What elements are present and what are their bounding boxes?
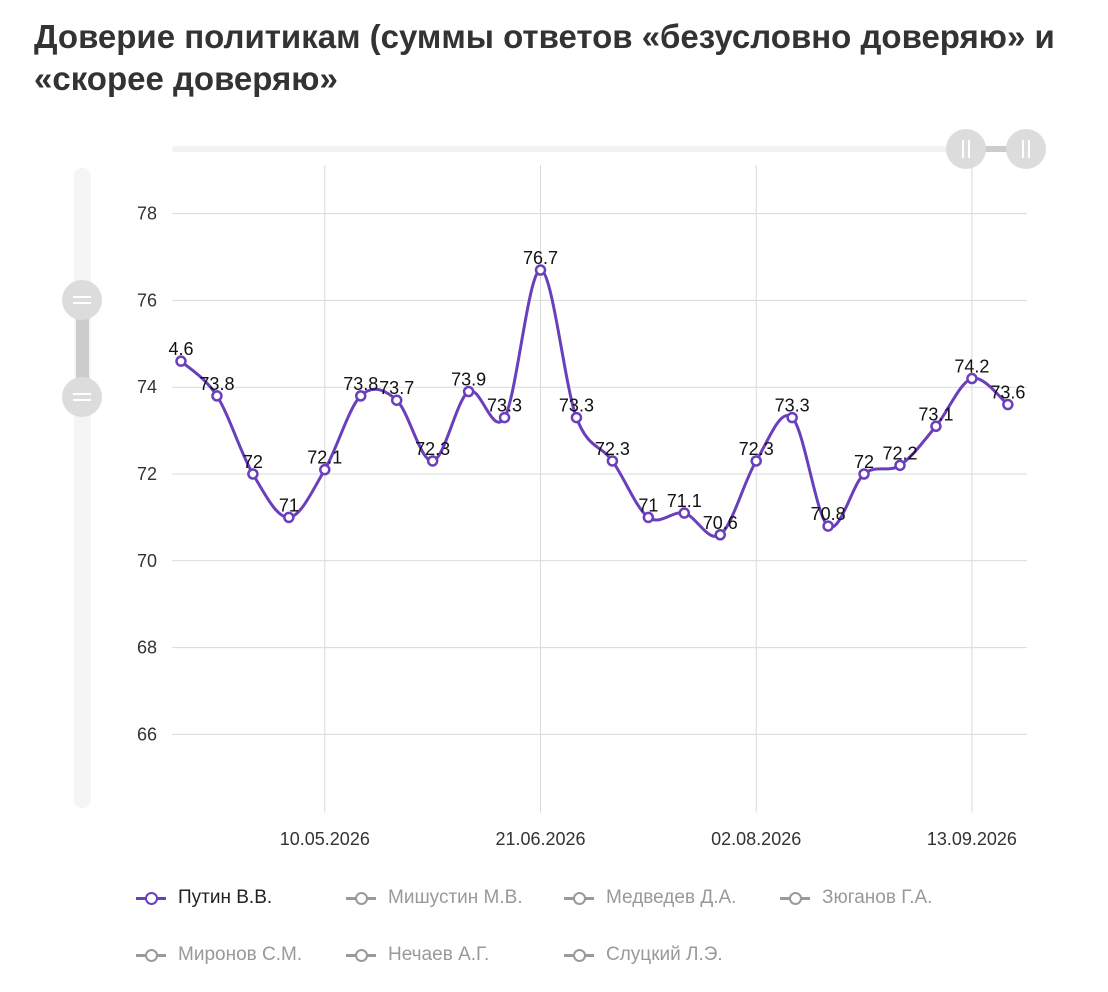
vertical-slider-handle-top[interactable]: [62, 280, 102, 320]
legend-item-zyuganov[interactable]: Зюганов Г.А.: [780, 878, 932, 918]
data-point[interactable]: [390, 394, 403, 406]
legend-marker-icon: [564, 891, 594, 905]
data-label: 4.6: [168, 339, 193, 359]
legend-item-slutsky[interactable]: Слуцкий Л.Э.: [564, 935, 723, 975]
vertical-slider-handle-bottom[interactable]: [62, 377, 102, 417]
data-point[interactable]: [750, 455, 762, 467]
data-label: 72: [243, 452, 263, 472]
vertical-slider-track: [74, 168, 91, 808]
legend-label: Миронов С.М.: [178, 944, 303, 965]
data-label: 70.6: [703, 513, 738, 533]
data-point[interactable]: [498, 411, 511, 424]
data-label: 73.1: [918, 404, 953, 424]
chart-title: Доверие политикам (суммы ответов «безусл…: [34, 18, 1055, 97]
data-label: 74.2: [954, 357, 989, 377]
x-tick-label: 10.05.2026: [280, 829, 370, 849]
legend: Путин В.В. Мишустин М.В. Медведев Д.А. З…: [136, 878, 1036, 978]
data-label: 73.3: [559, 396, 594, 416]
data-point[interactable]: [462, 385, 475, 398]
legend-marker-icon: [346, 948, 376, 962]
series-line-putin: [179, 268, 1009, 538]
legend-label: Медведев Д.А.: [606, 887, 737, 908]
y-tick-label: 74: [137, 377, 157, 397]
y-tick-label: 66: [137, 724, 157, 744]
data-point[interactable]: [786, 411, 798, 424]
legend-marker-icon: [136, 891, 166, 905]
data-point[interactable]: [355, 390, 367, 402]
data-label: 72.3: [415, 439, 450, 459]
data-point[interactable]: [930, 420, 942, 433]
legend-marker-icon: [564, 948, 594, 962]
horizontal-slider-track: [172, 146, 1042, 152]
x-tick-label: 13.09.2026: [927, 829, 1017, 849]
data-point[interactable]: [175, 355, 187, 367]
legend-label: Зюганов Г.А.: [822, 887, 933, 908]
data-label: 73.7: [379, 378, 414, 398]
data-point[interactable]: [1002, 398, 1014, 411]
data-label: 72.3: [595, 439, 630, 459]
data-point[interactable]: [319, 463, 331, 476]
data-point[interactable]: [283, 511, 295, 524]
data-point[interactable]: [714, 529, 726, 541]
x-tick-label: 21.06.2026: [495, 829, 585, 849]
data-point[interactable]: [606, 455, 619, 467]
equals-icon: [73, 296, 91, 304]
double-bar-icon: [1022, 140, 1030, 158]
vertical-range-slider[interactable]: [62, 168, 102, 808]
legend-marker-icon: [780, 891, 810, 905]
legend-label: Нечаев А.Г.: [388, 944, 490, 965]
data-label: 72.1: [307, 448, 342, 468]
legend-item-medvedev[interactable]: Медведев Д.А.: [564, 878, 736, 918]
y-tick-label: 78: [137, 204, 157, 224]
y-tick-label: 72: [137, 464, 157, 484]
data-label: 73.8: [199, 374, 234, 394]
legend-item-mishustin[interactable]: Мишустин М.В.: [346, 878, 523, 918]
data-label: 71.1: [667, 491, 702, 511]
horizontal-slider-range: [966, 146, 1026, 152]
legend-item-putin[interactable]: Путин В.В.: [136, 878, 272, 918]
data-label: 72.3: [739, 439, 774, 459]
x-tick-label: 02.08.2026: [711, 829, 801, 849]
data-label: 73.3: [775, 396, 810, 416]
double-bar-icon: [962, 140, 970, 158]
vertical-slider-range: [76, 300, 89, 397]
horizontal-slider-handle-left[interactable]: [946, 129, 986, 169]
horizontal-range-slider[interactable]: [172, 129, 1046, 169]
data-point[interactable]: [426, 455, 439, 467]
data-label: 70.8: [811, 504, 846, 524]
data-point[interactable]: [822, 520, 834, 532]
legend-marker-icon: [346, 891, 376, 905]
horizontal-slider-handle-right[interactable]: [1006, 129, 1046, 169]
data-label: 73.6: [990, 383, 1025, 403]
data-point[interactable]: [966, 372, 978, 385]
legend-item-nechaev[interactable]: Нечаев А.Г.: [346, 935, 489, 975]
data-point[interactable]: [858, 468, 870, 480]
y-tick-label: 68: [137, 638, 157, 658]
data-label: 73.3: [487, 396, 522, 416]
data-label: 71: [638, 495, 658, 515]
data-label: 73.8: [343, 374, 378, 394]
data-point[interactable]: [534, 264, 547, 276]
data-point[interactable]: [894, 459, 906, 472]
data-label: 71: [279, 495, 299, 515]
data-label: 73.9: [451, 370, 486, 390]
data-label: 76.7: [523, 248, 558, 268]
legend-label: Путин В.В.: [178, 887, 273, 908]
y-tick-label: 70: [137, 551, 157, 571]
data-point[interactable]: [642, 511, 655, 524]
legend-label: Мишустин М.В.: [388, 887, 523, 908]
data-point[interactable]: [247, 468, 259, 480]
data-point[interactable]: [678, 507, 691, 519]
line-chart: 66 68 70 72 74 76 78 10.05.2026 21.06.2026 02.08.…: [62, 129, 1046, 849]
legend-item-mironov[interactable]: Миронов С.М.: [136, 935, 302, 975]
legend-label: Слуцкий Л.Э.: [606, 944, 723, 965]
data-label: 72.2: [882, 443, 917, 463]
plot-area: 66 68 70 72 74 76 78 10.05.2026 21.06.2026 02.08.…: [137, 165, 1027, 849]
data-point[interactable]: [570, 411, 583, 424]
y-tick-label: 76: [137, 290, 157, 310]
equals-icon: [73, 393, 91, 401]
data-point[interactable]: [211, 390, 223, 402]
data-label: 72: [854, 452, 874, 472]
legend-marker-icon: [136, 948, 166, 962]
